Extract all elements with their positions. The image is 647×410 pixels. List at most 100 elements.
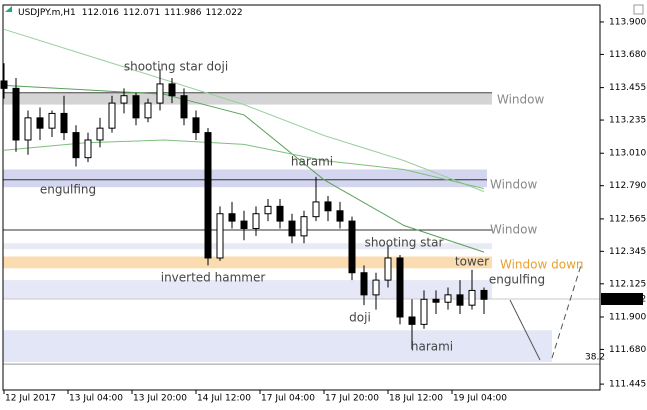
candle-body	[192, 117, 200, 134]
annotation: harami	[291, 155, 333, 169]
header-close: 112.022	[205, 8, 242, 18]
y-tick-label: 113.900	[609, 17, 646, 27]
header-high: 112.071	[123, 8, 160, 18]
candle-body	[408, 316, 416, 325]
candle-body	[300, 216, 308, 237]
candle-body	[96, 127, 104, 141]
y-tick-label: 112.345	[609, 247, 646, 257]
candle-body	[0, 80, 8, 89]
candle-body	[108, 102, 116, 129]
last-price-label: 112.022	[609, 294, 646, 304]
candle-body	[132, 95, 140, 119]
zone	[3, 256, 492, 269]
y-tick-label: 111.445	[609, 380, 646, 390]
fib-line	[509, 299, 541, 361]
annotation: doji	[349, 311, 371, 325]
candle-body	[264, 205, 272, 215]
annotation: harami	[411, 340, 453, 354]
candle-body	[36, 117, 44, 129]
candle-body	[72, 132, 80, 159]
candle-body	[144, 102, 152, 119]
x-tick-label: 18 Jul 12:00	[389, 394, 443, 404]
plot-frame	[2, 4, 601, 391]
icon	[633, 4, 644, 15]
zone	[3, 330, 552, 362]
zone	[3, 92, 492, 105]
y-tick-label: 112.125	[609, 279, 646, 289]
candle-body	[324, 201, 332, 212]
zone	[3, 280, 492, 300]
candle-body	[252, 213, 260, 229]
candle-body	[456, 294, 464, 306]
candle-body	[288, 220, 296, 237]
zone	[3, 169, 487, 188]
candle-body	[180, 95, 188, 119]
y-tick-label: 112.565	[609, 214, 646, 224]
annotation: engulfing	[489, 273, 545, 287]
annotation: shooting star	[365, 236, 444, 250]
candle-body	[216, 213, 224, 259]
header-open: 112.016	[82, 8, 119, 18]
x-tick-label: 17 Jul 20:00	[325, 394, 379, 404]
x-tick-label: 13 Jul 20:00	[133, 394, 187, 404]
candle-body	[156, 83, 164, 104]
y-tick-label: 111.680	[609, 345, 646, 355]
candle-body	[168, 83, 176, 97]
fib-line-dashed	[551, 261, 583, 359]
candle-body	[24, 117, 32, 141]
candle-body	[432, 298, 440, 303]
candle-body	[336, 210, 344, 222]
header-low: 111.986	[164, 8, 201, 18]
candle-body	[120, 95, 128, 104]
zones	[3, 92, 600, 365]
fib-label: 38.2	[585, 353, 605, 363]
candle-body	[312, 201, 320, 218]
y-tick-label: 113.680	[609, 50, 646, 60]
plot	[0, 28, 488, 350]
zone-label: Window down	[500, 258, 584, 272]
candle-body	[204, 132, 212, 259]
y-tick-label: 112.790	[609, 181, 646, 191]
x-tick-label: 13 Jul 04:00	[69, 394, 123, 404]
candle-body	[60, 112, 68, 134]
candle-body	[372, 279, 380, 296]
icon	[5, 6, 12, 12]
candle-body	[360, 272, 368, 296]
x-tick-label: 12 Jul 2017	[5, 394, 56, 404]
x-tick-label: 19 Jul 04:00	[453, 394, 507, 404]
annotation: engulfing	[40, 183, 96, 197]
candle-body	[444, 294, 452, 303]
y-tick-label: 111.900	[609, 312, 646, 322]
candle-body	[228, 213, 236, 222]
zone	[3, 243, 492, 250]
y-tick-label: 113.010	[609, 149, 646, 159]
last-price-box	[601, 292, 643, 305]
zone-label: Window	[490, 223, 538, 237]
candle-body	[276, 205, 284, 222]
x-tick-label: 17 Jul 04:00	[261, 394, 315, 404]
candle-body	[480, 289, 488, 300]
moving-average	[3, 139, 485, 190]
annotation: tower	[455, 255, 489, 269]
candle-body	[48, 112, 56, 129]
candle-body	[348, 220, 356, 274]
candle-body	[420, 298, 428, 325]
zone-label: Window	[490, 178, 538, 192]
symbol: USDJPY.m,H1	[18, 8, 76, 18]
candle-body	[12, 87, 20, 141]
candle-body	[240, 220, 248, 229]
moving-average	[3, 28, 485, 193]
candle-body	[468, 289, 476, 306]
candle-body	[84, 139, 92, 159]
candle-body	[396, 257, 404, 318]
header: USDJPY.m,H1 112.016 112.071 111.986 112.022	[18, 8, 243, 18]
y-tick-label: 113.455	[609, 83, 646, 93]
x-tick-label: 14 Jul 12:00	[197, 394, 251, 404]
moving-average	[3, 84, 485, 253]
candle-body	[384, 257, 392, 281]
annotation: inverted hammer	[161, 271, 266, 285]
y-tick-label: 113.235	[609, 116, 646, 126]
annotation: shooting star doji	[124, 60, 228, 74]
zone-label: Window	[497, 93, 545, 107]
